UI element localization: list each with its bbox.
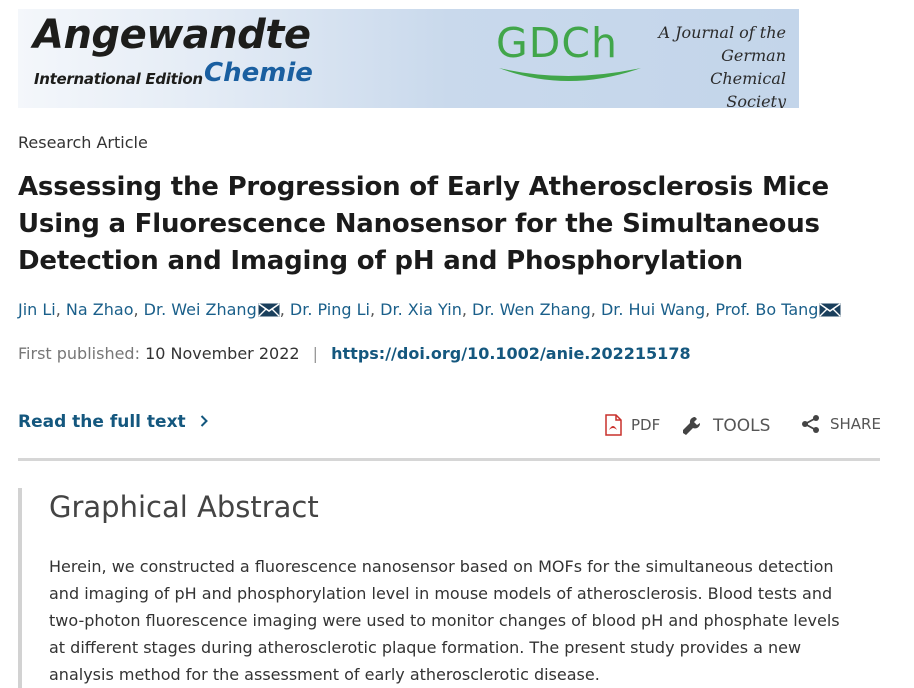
journal-banner[interactable]: Angewandte International Edition Chemie …: [18, 9, 799, 108]
abstract-heading: Graphical Abstract: [49, 490, 319, 524]
author-separator: ,: [279, 300, 290, 319]
author-link[interactable]: Jin Li: [18, 300, 56, 319]
section-divider: [18, 458, 880, 461]
article-title: Assessing the Progression of Early Ather…: [18, 172, 829, 276]
edition-label: International Edition: [34, 70, 203, 88]
share-button[interactable]: SHARE: [801, 414, 881, 434]
first-published-date: 10 November 2022: [145, 344, 300, 363]
pdf-icon: [605, 414, 622, 436]
tagline-line: Chemical Society: [710, 69, 786, 108]
graphical-abstract-section: Graphical Abstract Herein, we constructe…: [18, 488, 884, 688]
chevron-right-icon: [200, 412, 208, 432]
author-link[interactable]: Dr. Ping Li: [289, 300, 370, 319]
first-published-label: First published:: [18, 344, 140, 363]
gdch-logo: GDCh: [496, 19, 618, 67]
author-link[interactable]: Dr. Wei Zhang: [143, 300, 257, 319]
author-link[interactable]: Dr. Hui Wang: [600, 300, 706, 319]
author-link[interactable]: Na Zhao: [65, 300, 134, 319]
doi-link[interactable]: https://doi.org/10.1002/anie.202215178: [331, 344, 691, 363]
envelope-icon[interactable]: [258, 302, 280, 321]
pdf-button[interactable]: PDF: [604, 414, 660, 436]
wrench-icon: [683, 416, 701, 435]
tools-label: TOOLS: [713, 416, 771, 436]
author-separator: ,: [369, 300, 381, 319]
tagline-line: German: [721, 46, 786, 65]
author-separator: ,: [461, 300, 473, 319]
read-full-text-link[interactable]: Read the full text: [18, 412, 208, 432]
author-separator: ,: [590, 300, 601, 319]
envelope-icon[interactable]: [819, 302, 841, 321]
author-link[interactable]: Dr. Xia Yin: [380, 300, 462, 319]
tagline-line: A Journal of the: [658, 23, 786, 42]
gdch-swoosh-icon: [499, 68, 641, 81]
author-link[interactable]: Prof. Bo Tang: [715, 300, 819, 319]
publication-info: First published: 10 November 2022 | http…: [18, 344, 691, 363]
share-label: SHARE: [830, 415, 881, 433]
author-separator: ,: [55, 300, 66, 319]
society-tagline: A Journal of the German Chemical Society: [646, 21, 786, 108]
pdf-label: PDF: [631, 416, 661, 434]
author-separator: ,: [133, 300, 144, 319]
author-link[interactable]: Dr. Wen Zhang: [472, 300, 591, 319]
article-type: Research Article: [18, 133, 148, 152]
tools-button[interactable]: TOOLS: [680, 414, 770, 438]
author-separator: ,: [705, 300, 716, 319]
separator: |: [312, 344, 319, 363]
journal-name-logo: Angewandte: [33, 12, 311, 58]
author-list: Jin Li, Na Zhao, Dr. Wei Zhang, Dr. Ping…: [18, 300, 841, 321]
read-full-text-label: Read the full text: [18, 412, 186, 432]
abstract-text: Herein, we constructed a fluorescence na…: [49, 557, 840, 684]
share-icon: [802, 415, 819, 433]
chemie-logo-text: Chemie: [204, 58, 313, 88]
